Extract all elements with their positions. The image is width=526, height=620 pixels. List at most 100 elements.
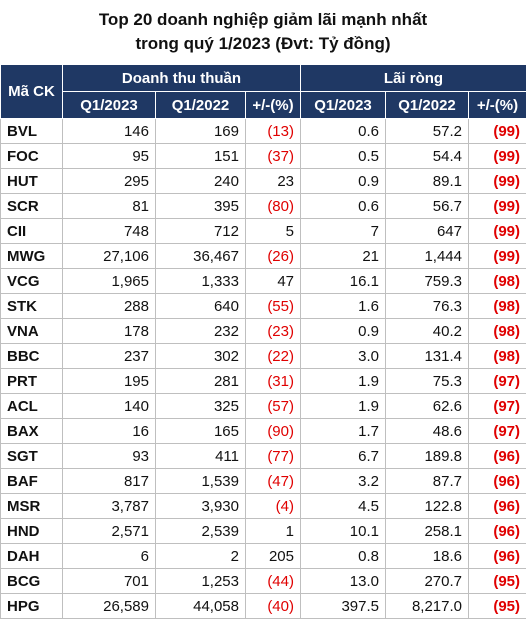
table-cell: 397.5 [300, 593, 386, 619]
table-cell: MSR [0, 493, 63, 519]
table-cell: 0.9 [300, 318, 386, 344]
table-cell: 748 [62, 218, 156, 244]
table-cell: (22) [245, 343, 301, 369]
table-cell: (26) [245, 243, 301, 269]
table-cell: 0.6 [300, 193, 386, 219]
table-row: SGT 93 411 (77) 6.7 189.8 (96) [0, 443, 526, 469]
table-row: HPG 26,589 44,058 (40) 397.5 8,217.0 (95) [0, 593, 526, 619]
table-cell: 195 [62, 368, 156, 394]
table-cell: 93 [62, 443, 156, 469]
table-cell: (97) [467, 368, 526, 394]
table-cell: 1.6 [300, 293, 386, 319]
table-cell: (80) [245, 193, 301, 219]
table-cell: 1,965 [62, 268, 156, 294]
table-cell: (47) [245, 468, 301, 494]
table-cell: 6.7 [300, 443, 386, 469]
table-cell: (57) [245, 393, 301, 419]
table-cell: MWG [0, 243, 63, 269]
table-cell: 56.7 [385, 193, 469, 219]
table-row: HND 2,571 2,539 1 10.1 258.1 (96) [0, 518, 526, 544]
table-cell: BAX [0, 418, 63, 444]
table-cell: 270.7 [385, 568, 469, 594]
table-cell: (96) [467, 518, 526, 544]
table-cell: 3.2 [300, 468, 386, 494]
table-cell: 140 [62, 393, 156, 419]
table-row: MWG 27,106 36,467 (26) 21 1,444 (99) [0, 243, 526, 269]
table-cell: 95 [62, 143, 156, 169]
table-cell: 16 [62, 418, 156, 444]
table-cell: 131.4 [385, 343, 469, 369]
table-cell: 57.2 [385, 118, 469, 144]
table-row: PRT 195 281 (31) 1.9 75.3 (97) [0, 368, 526, 394]
table-cell: HPG [0, 593, 63, 619]
table-cell: (99) [467, 243, 526, 269]
table-row: VNA 178 232 (23) 0.9 40.2 (98) [0, 318, 526, 344]
table-cell: 169 [155, 118, 246, 144]
table-cell: 281 [155, 368, 246, 394]
table-cell: 1,333 [155, 268, 246, 294]
table-cell: 40.2 [385, 318, 469, 344]
table-cell: 712 [155, 218, 246, 244]
table-row: BAF 817 1,539 (47) 3.2 87.7 (96) [0, 468, 526, 494]
table-row: MSR 3,787 3,930 (4) 4.5 122.8 (96) [0, 493, 526, 519]
table-row: FOC 95 151 (37) 0.5 54.4 (99) [0, 143, 526, 169]
table-row: CII 748 712 5 7 647 (99) [0, 218, 526, 244]
table-row: BVL 146 169 (13) 0.6 57.2 (99) [0, 118, 526, 144]
table-cell: (90) [245, 418, 301, 444]
table-cell: 240 [155, 168, 246, 194]
table-row: SCR 81 395 (80) 0.6 56.7 (99) [0, 193, 526, 219]
table-cell: (77) [245, 443, 301, 469]
table-cell: (99) [467, 168, 526, 194]
table-cell: (13) [245, 118, 301, 144]
table-cell: 47 [245, 268, 301, 294]
header-cell: Q1/2022 [155, 91, 246, 119]
table-cell: (4) [245, 493, 301, 519]
table-cell: 5 [245, 218, 301, 244]
table-cell: 36,467 [155, 243, 246, 269]
table-cell: 2,539 [155, 518, 246, 544]
table-cell: 817 [62, 468, 156, 494]
table-cell: 0.6 [300, 118, 386, 144]
header-cell: Mã CK [0, 64, 63, 119]
table-cell: 759.3 [385, 268, 469, 294]
table-cell: 189.8 [385, 443, 469, 469]
table-cell: 146 [62, 118, 156, 144]
header-cell: Q1/2023 [300, 91, 386, 119]
table-cell: 1,539 [155, 468, 246, 494]
table-cell: 302 [155, 343, 246, 369]
table-cell: 258.1 [385, 518, 469, 544]
title-line: trong quý 1/2023 (Đvt: Tỷ đồng) [135, 34, 391, 53]
table-cell: 18.6 [385, 543, 469, 569]
table-cell: SCR [0, 193, 63, 219]
table-cell: 62.6 [385, 393, 469, 419]
table-cell: 178 [62, 318, 156, 344]
table-cell: 26,589 [62, 593, 156, 619]
table-cell: 3,787 [62, 493, 156, 519]
table-cell: 232 [155, 318, 246, 344]
table-cell: DAH [0, 543, 63, 569]
table-cell: 288 [62, 293, 156, 319]
table-row: BBC 237 302 (22) 3.0 131.4 (98) [0, 343, 526, 369]
table-cell: (98) [467, 268, 526, 294]
header-cell: +/-(%) [245, 91, 301, 119]
header-cell: Lãi ròng [299, 64, 526, 92]
table-cell: 48.6 [385, 418, 469, 444]
table-cell: (96) [467, 468, 526, 494]
table-cell: (99) [467, 193, 526, 219]
table-cell: 8,217.0 [385, 593, 469, 619]
table-cell: (97) [467, 393, 526, 419]
header-cell: Q1/2023 [62, 91, 156, 119]
table-row: VCG 1,965 1,333 47 16.1 759.3 (98) [0, 268, 526, 294]
table-cell: (95) [467, 568, 526, 594]
table-cell: 1.9 [300, 368, 386, 394]
table-cell: 3,930 [155, 493, 246, 519]
table-cell: HUT [0, 168, 63, 194]
table-cell: 395 [155, 193, 246, 219]
table-cell: 21 [300, 243, 386, 269]
table-cell: (55) [245, 293, 301, 319]
table-cell: (99) [467, 218, 526, 244]
table-cell: 1.9 [300, 393, 386, 419]
table-cell: 23 [245, 168, 301, 194]
table-cell: PRT [0, 368, 63, 394]
